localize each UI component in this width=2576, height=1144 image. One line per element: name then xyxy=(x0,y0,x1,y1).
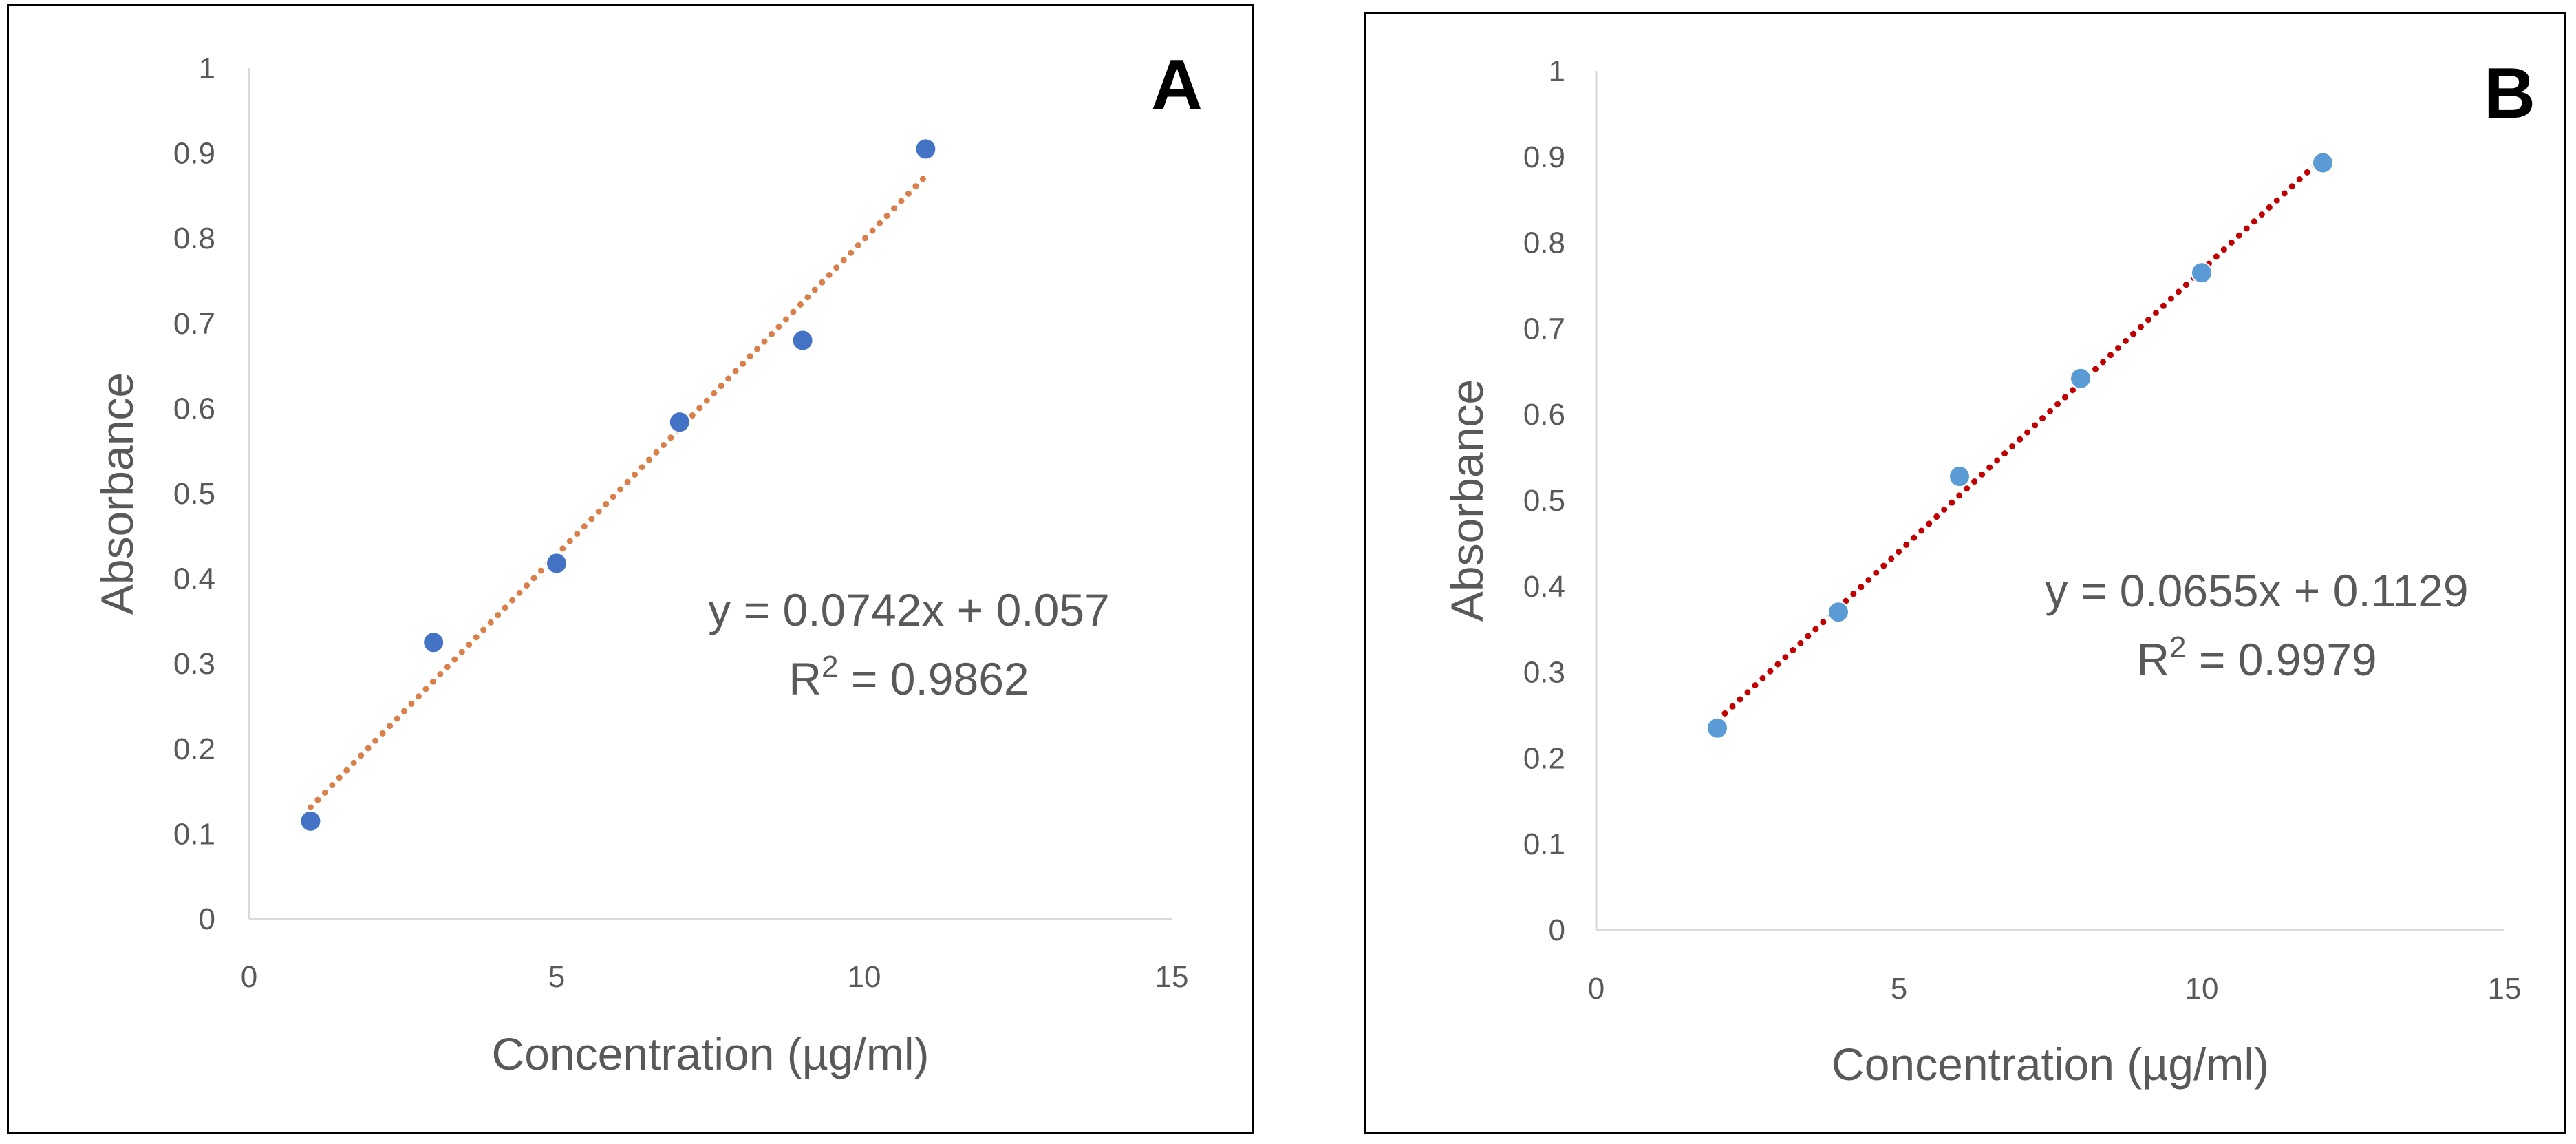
chart-a-y-tick-label: 0 xyxy=(199,902,215,936)
chart-b-r-squared-value: = 0.9979 xyxy=(2187,634,2377,685)
chart-a-y-tick-label: 0.5 xyxy=(173,477,215,511)
chart-a-r-squared-value: = 0.9862 xyxy=(839,653,1029,704)
chart-b-y-tick-label: 0.7 xyxy=(1523,312,1565,346)
chart-b-plot: 00.10.20.30.40.50.60.70.80.910 5 10 15Conce… xyxy=(1441,54,2535,1090)
chart-a-y-tick-label: 0.4 xyxy=(173,562,215,596)
chart-a-x-tick-label: 0 xyxy=(241,960,257,994)
chart-panel-b: 0 0.1 0.2 0.3 0.4 0.5 0.6 0.7 0.8 0.9 1 0 5 10 15 Conce… xyxy=(1364,12,2566,1134)
chart-a-y-tick-label: 0.2 xyxy=(173,732,215,766)
chart-b-x-axis-title: Concentration (µg/ml) xyxy=(1832,1039,2269,1090)
chart-a-data-point xyxy=(791,329,814,352)
chart-a-y-tick-label: 0.1 xyxy=(173,817,215,851)
chart-a-panel-label: A xyxy=(1151,45,1203,125)
chart-a-y-axis-title: Absorbance xyxy=(92,372,142,615)
chart-a-trend-equation: y = 0.0742x + 0.057 xyxy=(708,584,1109,635)
chart-a-x-tick-label: 15 xyxy=(1155,960,1189,994)
chart-b-r-squared: R2 = 0.9979 xyxy=(2136,631,2376,685)
chart-b-y-tick-label: 0.1 xyxy=(1523,827,1565,861)
chart-a-y-tick-label: 0.3 xyxy=(173,647,215,681)
chart-b-r-squared-exponent: 2 xyxy=(2169,631,2186,664)
chart-b-trendline xyxy=(1714,154,2326,724)
chart-a-r-squared-exponent: 2 xyxy=(822,650,838,684)
chart-b-y-tick-label: 0 xyxy=(1549,913,1565,947)
chart-a-x-tick-label: 10 xyxy=(848,960,881,994)
chart-b-y-tick-label: 0.6 xyxy=(1523,398,1565,432)
chart-b-data-point xyxy=(1706,717,1728,739)
chart-b-x-tick-label: 5 xyxy=(1891,972,1907,1006)
chart-a-data-point xyxy=(299,809,322,832)
chart-b-y-tick-label: 0.4 xyxy=(1523,570,1565,604)
chart-b-x-tick-label: 0 xyxy=(1588,972,1604,1006)
chart-a-y-tick-label: 1 xyxy=(199,52,215,85)
chart-a-y-tick-label: 0.6 xyxy=(173,392,215,425)
chart-b-data-point xyxy=(2312,151,2334,174)
chart-a-data-point xyxy=(546,552,568,575)
chart-b-y-tick-label: 0.5 xyxy=(1523,484,1565,518)
chart-b-y-tick-label: 0.3 xyxy=(1523,656,1565,690)
chart-b-trend-equation: y = 0.0655x + 0.1129 xyxy=(2045,565,2468,616)
chart-b-x-tick-label: 10 xyxy=(2185,972,2219,1006)
chart-panel-a: 0 0.1 0.2 0.3 0.4 0.5 0.6 0.7 0.8 0.9 1 0 5 10 15 Conce… xyxy=(7,4,1254,1134)
chart-b-r-squared-symbol: R xyxy=(2136,634,2169,685)
chart-b-x-tick-label: 15 xyxy=(2488,972,2522,1006)
chart-b-y-tick-label: 0.9 xyxy=(1523,140,1565,174)
chart-b-y-axis-title: Absorbance xyxy=(1441,379,1492,622)
chart-a-r-squared: R2 = 0.9862 xyxy=(788,650,1029,704)
chart-a-x-tick-label: 5 xyxy=(548,960,565,994)
chart-a-x-axis-title: Concentration (µg/ml) xyxy=(492,1028,930,1079)
chart-b-data-point xyxy=(2070,367,2092,390)
chart-b-panel-label: B xyxy=(2484,54,2535,134)
chart-b-data-point xyxy=(1827,601,1849,624)
chart-a-data-point xyxy=(914,138,937,160)
chart-a-trendline xyxy=(307,173,929,811)
chart-a-data-point xyxy=(668,411,691,434)
chart-a-plot: 00.10.20.30.40.50.60.70.80.910 5 10 15Conce… xyxy=(92,45,1203,1079)
chart-b-y-tick-label: 0.8 xyxy=(1523,226,1565,260)
chart-b-data-point xyxy=(1949,465,1971,488)
chart-a-data-point xyxy=(422,631,445,654)
chart-a-r-squared-symbol: R xyxy=(788,653,822,704)
chart-b-data-point xyxy=(2191,262,2213,284)
chart-a-y-tick-label: 0.8 xyxy=(173,222,215,255)
chart-b-y-tick-label: 1 xyxy=(1549,54,1565,88)
chart-b-y-tick-label: 0.2 xyxy=(1523,741,1565,775)
chart-a-y-tick-label: 0.7 xyxy=(173,307,215,341)
chart-a-y-tick-label: 0.9 xyxy=(173,137,215,171)
